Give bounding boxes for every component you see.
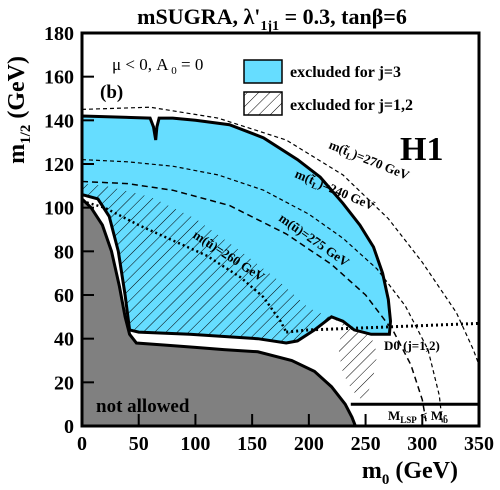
sup-275-curve xyxy=(82,159,444,426)
y-tick-label: 120 xyxy=(44,154,74,176)
x-tick-label: 200 xyxy=(294,433,324,455)
experiment-label: H1 xyxy=(400,131,443,168)
params-label: μ < 0, A 0 = 0 xyxy=(112,55,203,77)
annot-d0: D0 (j=1,2) xyxy=(384,338,440,353)
y-tick-label: 20 xyxy=(54,372,74,394)
not-allowed-region xyxy=(82,196,358,426)
legend-label-j3: excluded for j=3 xyxy=(290,64,401,81)
excluded-j12-region xyxy=(82,183,377,400)
y-tick-label: 100 xyxy=(44,198,74,220)
x-tick-label: 350 xyxy=(464,433,494,455)
sup-260-curve xyxy=(82,199,288,333)
x-tick-label: 300 xyxy=(407,433,437,455)
x-tick-label: 150 xyxy=(237,433,267,455)
y-tick-label: 160 xyxy=(44,67,74,89)
x-tick-label: 100 xyxy=(180,433,210,455)
legend-swatch-j12 xyxy=(243,91,283,116)
chart-title: mSUGRA, λ'1j1 = 0.3, tanβ=6 xyxy=(137,4,407,34)
d0-limit-curve xyxy=(286,321,479,334)
y-tick-label: 40 xyxy=(54,329,74,351)
annot-lsp: MLSP < Mb̃ xyxy=(388,408,448,425)
x-tick-label: 50 xyxy=(129,433,149,455)
x-axis-ticks: 0 50 100 150 200 250 300 350 xyxy=(77,414,494,455)
legend: excluded for j=3 excluded for j=1,2 xyxy=(243,59,413,116)
y-axis-ticks: 0 20 40 60 80 100 120 140 160 180 xyxy=(44,23,94,438)
y-tick-label: 80 xyxy=(54,241,74,263)
y-tick-label: 180 xyxy=(44,23,74,45)
x-axis-label: m0 (GeV) xyxy=(362,458,458,488)
annot-not-allowed: not allowed xyxy=(96,396,190,417)
y-tick-label: 0 xyxy=(64,416,74,438)
legend-label-j12: excluded for j=1,2 xyxy=(290,97,413,114)
stop-240-curve xyxy=(82,180,428,426)
x-tick-label: 0 xyxy=(77,433,87,455)
legend-swatch-j3 xyxy=(243,59,283,84)
y-axis-label: m1/2 (GeV) xyxy=(4,56,34,164)
x-tick-label: 250 xyxy=(351,433,381,455)
y-tick-label: 140 xyxy=(44,110,74,132)
y-tick-label: 60 xyxy=(54,285,74,307)
plot-frame xyxy=(80,31,481,428)
panel-label: (b) xyxy=(100,82,123,103)
